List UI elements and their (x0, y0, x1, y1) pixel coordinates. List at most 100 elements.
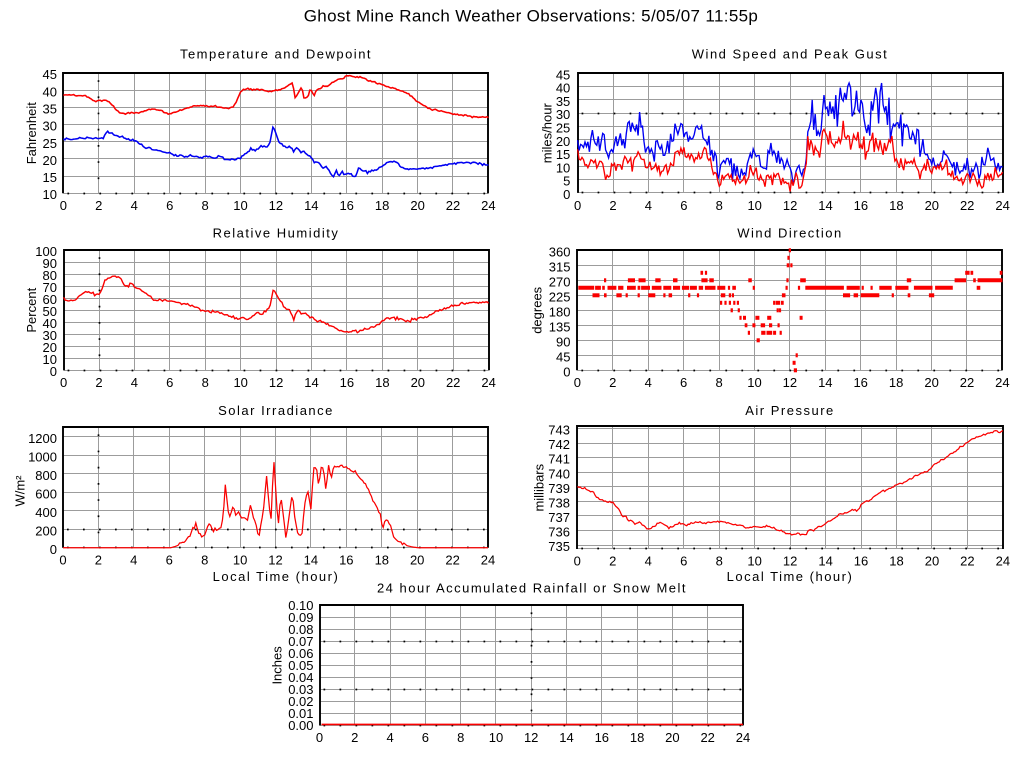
svg-text:14: 14 (559, 730, 573, 745)
svg-text:6: 6 (680, 198, 687, 213)
svg-text:4: 4 (131, 375, 138, 390)
svg-text:45: 45 (556, 349, 570, 364)
svg-text:90: 90 (556, 334, 570, 349)
svg-text:24: 24 (996, 554, 1010, 569)
svg-text:30: 30 (43, 119, 57, 134)
svg-text:16: 16 (339, 553, 353, 568)
svg-text:18: 18 (375, 553, 389, 568)
svg-text:0.06: 0.06 (288, 646, 313, 661)
svg-text:22: 22 (446, 198, 460, 213)
svg-text:4: 4 (130, 553, 137, 568)
svg-text:10: 10 (233, 198, 247, 213)
svg-text:736: 736 (548, 525, 570, 540)
svg-text:0.02: 0.02 (288, 694, 313, 709)
svg-text:0: 0 (574, 375, 581, 390)
svg-text:0.01: 0.01 (288, 706, 313, 721)
svg-text:20: 20 (924, 375, 938, 390)
svg-text:20: 20 (43, 340, 57, 355)
svg-text:Air Pressure: Air Pressure (745, 403, 835, 418)
svg-text:15: 15 (556, 147, 570, 162)
svg-text:360: 360 (549, 244, 571, 259)
svg-text:738: 738 (548, 495, 570, 510)
svg-text:25: 25 (43, 136, 57, 151)
svg-text:millibars: millibars (532, 463, 547, 511)
svg-text:737: 737 (548, 510, 570, 525)
svg-text:8: 8 (457, 730, 464, 745)
svg-text:740: 740 (548, 466, 570, 481)
svg-text:2: 2 (351, 730, 358, 745)
svg-text:20: 20 (411, 375, 425, 390)
svg-text:20: 20 (925, 554, 939, 569)
svg-text:degrees: degrees (530, 286, 545, 333)
svg-text:12: 12 (269, 198, 283, 213)
svg-text:10: 10 (43, 352, 57, 367)
svg-text:40: 40 (43, 316, 57, 331)
svg-text:50: 50 (43, 304, 57, 319)
svg-text:12: 12 (524, 730, 538, 745)
svg-text:1000: 1000 (28, 449, 57, 464)
svg-text:45: 45 (43, 67, 57, 82)
svg-text:0.08: 0.08 (288, 622, 313, 637)
svg-text:800: 800 (35, 468, 57, 483)
svg-text:Fahrenheit: Fahrenheit (24, 102, 39, 165)
svg-text:15: 15 (43, 170, 57, 185)
svg-text:18: 18 (889, 554, 903, 569)
svg-text:24 hour Accumulated Rainfall o: 24 hour Accumulated Rainfall or Snow Mel… (377, 581, 687, 596)
svg-text:10: 10 (233, 553, 247, 568)
svg-text:10: 10 (43, 187, 57, 202)
svg-text:6: 6 (166, 553, 173, 568)
svg-text:0.04: 0.04 (288, 670, 313, 685)
svg-text:4: 4 (645, 554, 652, 569)
svg-text:0.05: 0.05 (288, 658, 313, 673)
svg-text:0: 0 (59, 553, 66, 568)
svg-text:0.03: 0.03 (288, 682, 313, 697)
svg-text:24: 24 (481, 198, 495, 213)
svg-text:14: 14 (818, 554, 832, 569)
svg-text:22: 22 (960, 375, 974, 390)
svg-text:4: 4 (645, 375, 652, 390)
svg-text:25: 25 (556, 121, 570, 136)
svg-text:35: 35 (43, 102, 57, 117)
svg-text:Inches: Inches (270, 646, 285, 685)
svg-text:12: 12 (269, 375, 283, 390)
svg-text:miles/hour: miles/hour (540, 103, 555, 164)
svg-text:2: 2 (95, 375, 102, 390)
svg-text:20: 20 (556, 134, 570, 149)
svg-text:22: 22 (446, 375, 460, 390)
svg-text:4: 4 (386, 730, 393, 745)
svg-text:Percent: Percent (24, 287, 39, 332)
svg-text:315: 315 (549, 259, 571, 274)
svg-text:0.07: 0.07 (288, 634, 313, 649)
svg-text:0.00: 0.00 (288, 718, 313, 733)
svg-text:16: 16 (595, 730, 609, 745)
svg-text:735: 735 (548, 539, 570, 554)
svg-text:14: 14 (304, 198, 318, 213)
svg-text:14: 14 (304, 375, 318, 390)
svg-text:Local Time (hour): Local Time (hour) (727, 569, 854, 584)
svg-text:70: 70 (43, 280, 57, 295)
svg-text:14: 14 (304, 553, 318, 568)
svg-text:Ghost Mine Ranch Weather Obser: Ghost Mine Ranch Weather Observations: 5… (304, 7, 759, 26)
svg-text:743: 743 (548, 423, 570, 438)
svg-text:30: 30 (556, 107, 570, 122)
svg-text:8: 8 (201, 198, 208, 213)
svg-text:2: 2 (609, 198, 616, 213)
svg-text:80: 80 (43, 268, 57, 283)
svg-text:24: 24 (995, 198, 1009, 213)
svg-text:16: 16 (339, 198, 353, 213)
svg-text:6: 6 (680, 554, 687, 569)
svg-text:24: 24 (736, 730, 750, 745)
svg-text:20: 20 (925, 198, 939, 213)
svg-text:739: 739 (548, 481, 570, 496)
svg-text:100: 100 (35, 244, 57, 259)
svg-text:6: 6 (166, 198, 173, 213)
svg-text:18: 18 (375, 198, 389, 213)
svg-text:6: 6 (680, 375, 687, 390)
svg-text:16: 16 (853, 375, 867, 390)
svg-text:0: 0 (50, 542, 57, 557)
svg-text:4: 4 (131, 198, 138, 213)
svg-text:0: 0 (50, 364, 57, 379)
svg-text:Wind Direction: Wind Direction (737, 226, 843, 241)
svg-text:20: 20 (43, 153, 57, 168)
svg-text:8: 8 (716, 198, 723, 213)
